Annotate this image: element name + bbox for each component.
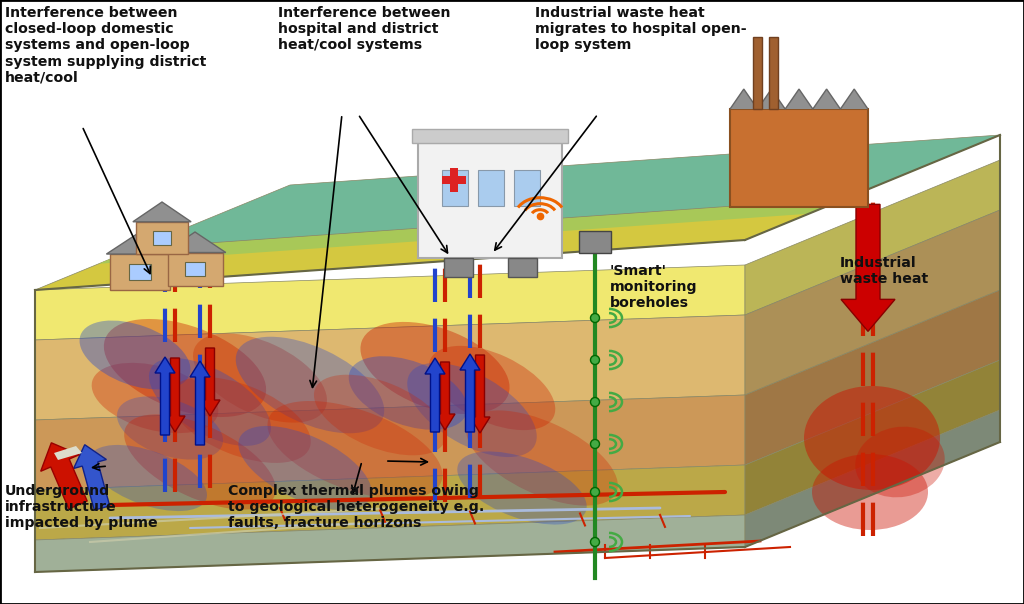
Ellipse shape bbox=[429, 346, 555, 430]
Ellipse shape bbox=[360, 322, 510, 414]
Bar bbox=[730, 109, 868, 207]
Ellipse shape bbox=[812, 454, 928, 530]
Text: Interference between
closed-loop domestic
systems and open-loop
system supplying: Interference between closed-loop domesti… bbox=[5, 6, 207, 85]
Polygon shape bbox=[35, 265, 745, 340]
Ellipse shape bbox=[349, 356, 467, 430]
Polygon shape bbox=[35, 198, 847, 290]
Bar bbox=[579, 231, 611, 252]
FancyArrow shape bbox=[165, 358, 185, 432]
Text: Complex thermal plumes owing
to geological heterogeneity e.g.
faults, fracture h: Complex thermal plumes owing to geologic… bbox=[228, 484, 484, 530]
Polygon shape bbox=[35, 315, 745, 420]
Ellipse shape bbox=[855, 426, 945, 497]
Bar bbox=[412, 129, 568, 143]
Polygon shape bbox=[35, 515, 745, 572]
Text: 'Smart'
monitoring
boreholes: 'Smart' monitoring boreholes bbox=[610, 264, 697, 310]
Polygon shape bbox=[745, 410, 1000, 547]
FancyArrow shape bbox=[460, 354, 480, 432]
Bar bbox=[508, 258, 537, 277]
Bar bbox=[478, 170, 504, 206]
Polygon shape bbox=[745, 360, 1000, 515]
Polygon shape bbox=[133, 202, 191, 222]
FancyArrow shape bbox=[470, 355, 490, 433]
FancyArrow shape bbox=[155, 357, 175, 435]
FancyArrow shape bbox=[841, 204, 895, 332]
Bar bbox=[753, 37, 762, 109]
Ellipse shape bbox=[267, 401, 442, 499]
Bar bbox=[769, 37, 778, 109]
Polygon shape bbox=[137, 135, 1000, 248]
Ellipse shape bbox=[193, 333, 327, 423]
Polygon shape bbox=[35, 395, 745, 490]
Ellipse shape bbox=[804, 386, 940, 490]
Bar bbox=[129, 265, 151, 280]
Polygon shape bbox=[164, 232, 226, 252]
Bar bbox=[442, 170, 468, 206]
Polygon shape bbox=[54, 446, 82, 460]
Circle shape bbox=[591, 313, 599, 323]
Ellipse shape bbox=[89, 445, 207, 511]
Bar bbox=[168, 252, 222, 286]
Ellipse shape bbox=[236, 337, 384, 433]
Ellipse shape bbox=[466, 410, 617, 506]
Bar bbox=[136, 222, 188, 254]
Bar bbox=[442, 176, 466, 184]
Text: Industrial waste heat
migrates to hospital open-
loop system: Industrial waste heat migrates to hospit… bbox=[535, 6, 746, 53]
Text: Industrial
waste heat: Industrial waste heat bbox=[840, 256, 928, 286]
Circle shape bbox=[591, 487, 599, 496]
Bar bbox=[185, 262, 205, 276]
Ellipse shape bbox=[80, 321, 190, 390]
Ellipse shape bbox=[124, 414, 275, 510]
Bar bbox=[418, 143, 562, 258]
Ellipse shape bbox=[408, 363, 537, 457]
Polygon shape bbox=[745, 210, 1000, 395]
Bar bbox=[110, 254, 170, 290]
Bar bbox=[514, 170, 540, 206]
Bar bbox=[444, 258, 473, 277]
Ellipse shape bbox=[314, 374, 446, 455]
Ellipse shape bbox=[117, 396, 223, 460]
Circle shape bbox=[591, 356, 599, 364]
FancyArrow shape bbox=[200, 348, 220, 416]
Text: Underground
infrastructure
impacted by plume: Underground infrastructure impacted by p… bbox=[5, 484, 158, 530]
Polygon shape bbox=[745, 290, 1000, 465]
Polygon shape bbox=[745, 160, 1000, 315]
Ellipse shape bbox=[239, 426, 372, 510]
Ellipse shape bbox=[458, 451, 587, 524]
FancyArrow shape bbox=[435, 362, 455, 430]
FancyArrow shape bbox=[41, 443, 87, 509]
Circle shape bbox=[591, 397, 599, 406]
Ellipse shape bbox=[103, 319, 266, 417]
Ellipse shape bbox=[169, 377, 310, 463]
Bar bbox=[153, 231, 171, 245]
FancyArrow shape bbox=[425, 358, 445, 432]
Bar bbox=[450, 168, 458, 192]
Polygon shape bbox=[98, 198, 847, 264]
Text: Interference between
hospital and district
heat/cool systems: Interference between hospital and distri… bbox=[278, 6, 451, 53]
Circle shape bbox=[591, 440, 599, 449]
Polygon shape bbox=[106, 232, 174, 254]
FancyArrow shape bbox=[74, 445, 110, 510]
FancyArrow shape bbox=[190, 361, 210, 445]
Polygon shape bbox=[730, 89, 868, 109]
Polygon shape bbox=[35, 465, 745, 540]
Circle shape bbox=[591, 538, 599, 547]
Ellipse shape bbox=[92, 363, 218, 433]
Ellipse shape bbox=[148, 358, 271, 446]
